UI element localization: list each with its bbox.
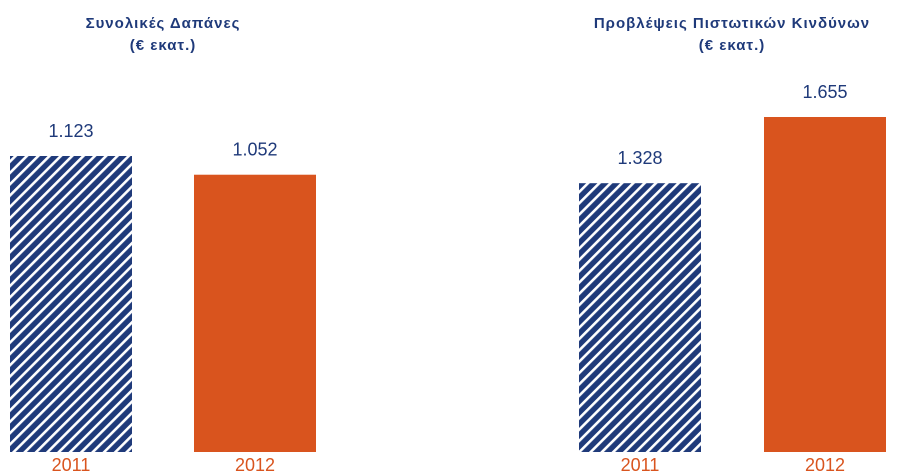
bar	[764, 117, 886, 452]
x-tick-label: 2011	[621, 455, 660, 475]
value-label: 1.123	[48, 121, 93, 141]
x-tick-label: 2012	[805, 455, 845, 475]
value-label: 1.052	[232, 139, 277, 159]
chart-title: (€ εκατ.)	[699, 37, 766, 54]
bar	[579, 183, 701, 452]
value-label: 1.655	[802, 82, 847, 102]
bar	[10, 156, 132, 452]
chart-title: (€ εκατ.)	[130, 37, 197, 54]
value-label: 1.328	[617, 148, 662, 168]
x-tick-label: 2012	[235, 455, 275, 475]
chart-title: Συνολικές Δαπάνες	[86, 15, 241, 32]
x-tick-label: 2011	[52, 455, 91, 475]
chart-title: Προβλέψεις Πιστωτικών Κινδύνων	[594, 15, 870, 32]
bar	[194, 174, 316, 452]
